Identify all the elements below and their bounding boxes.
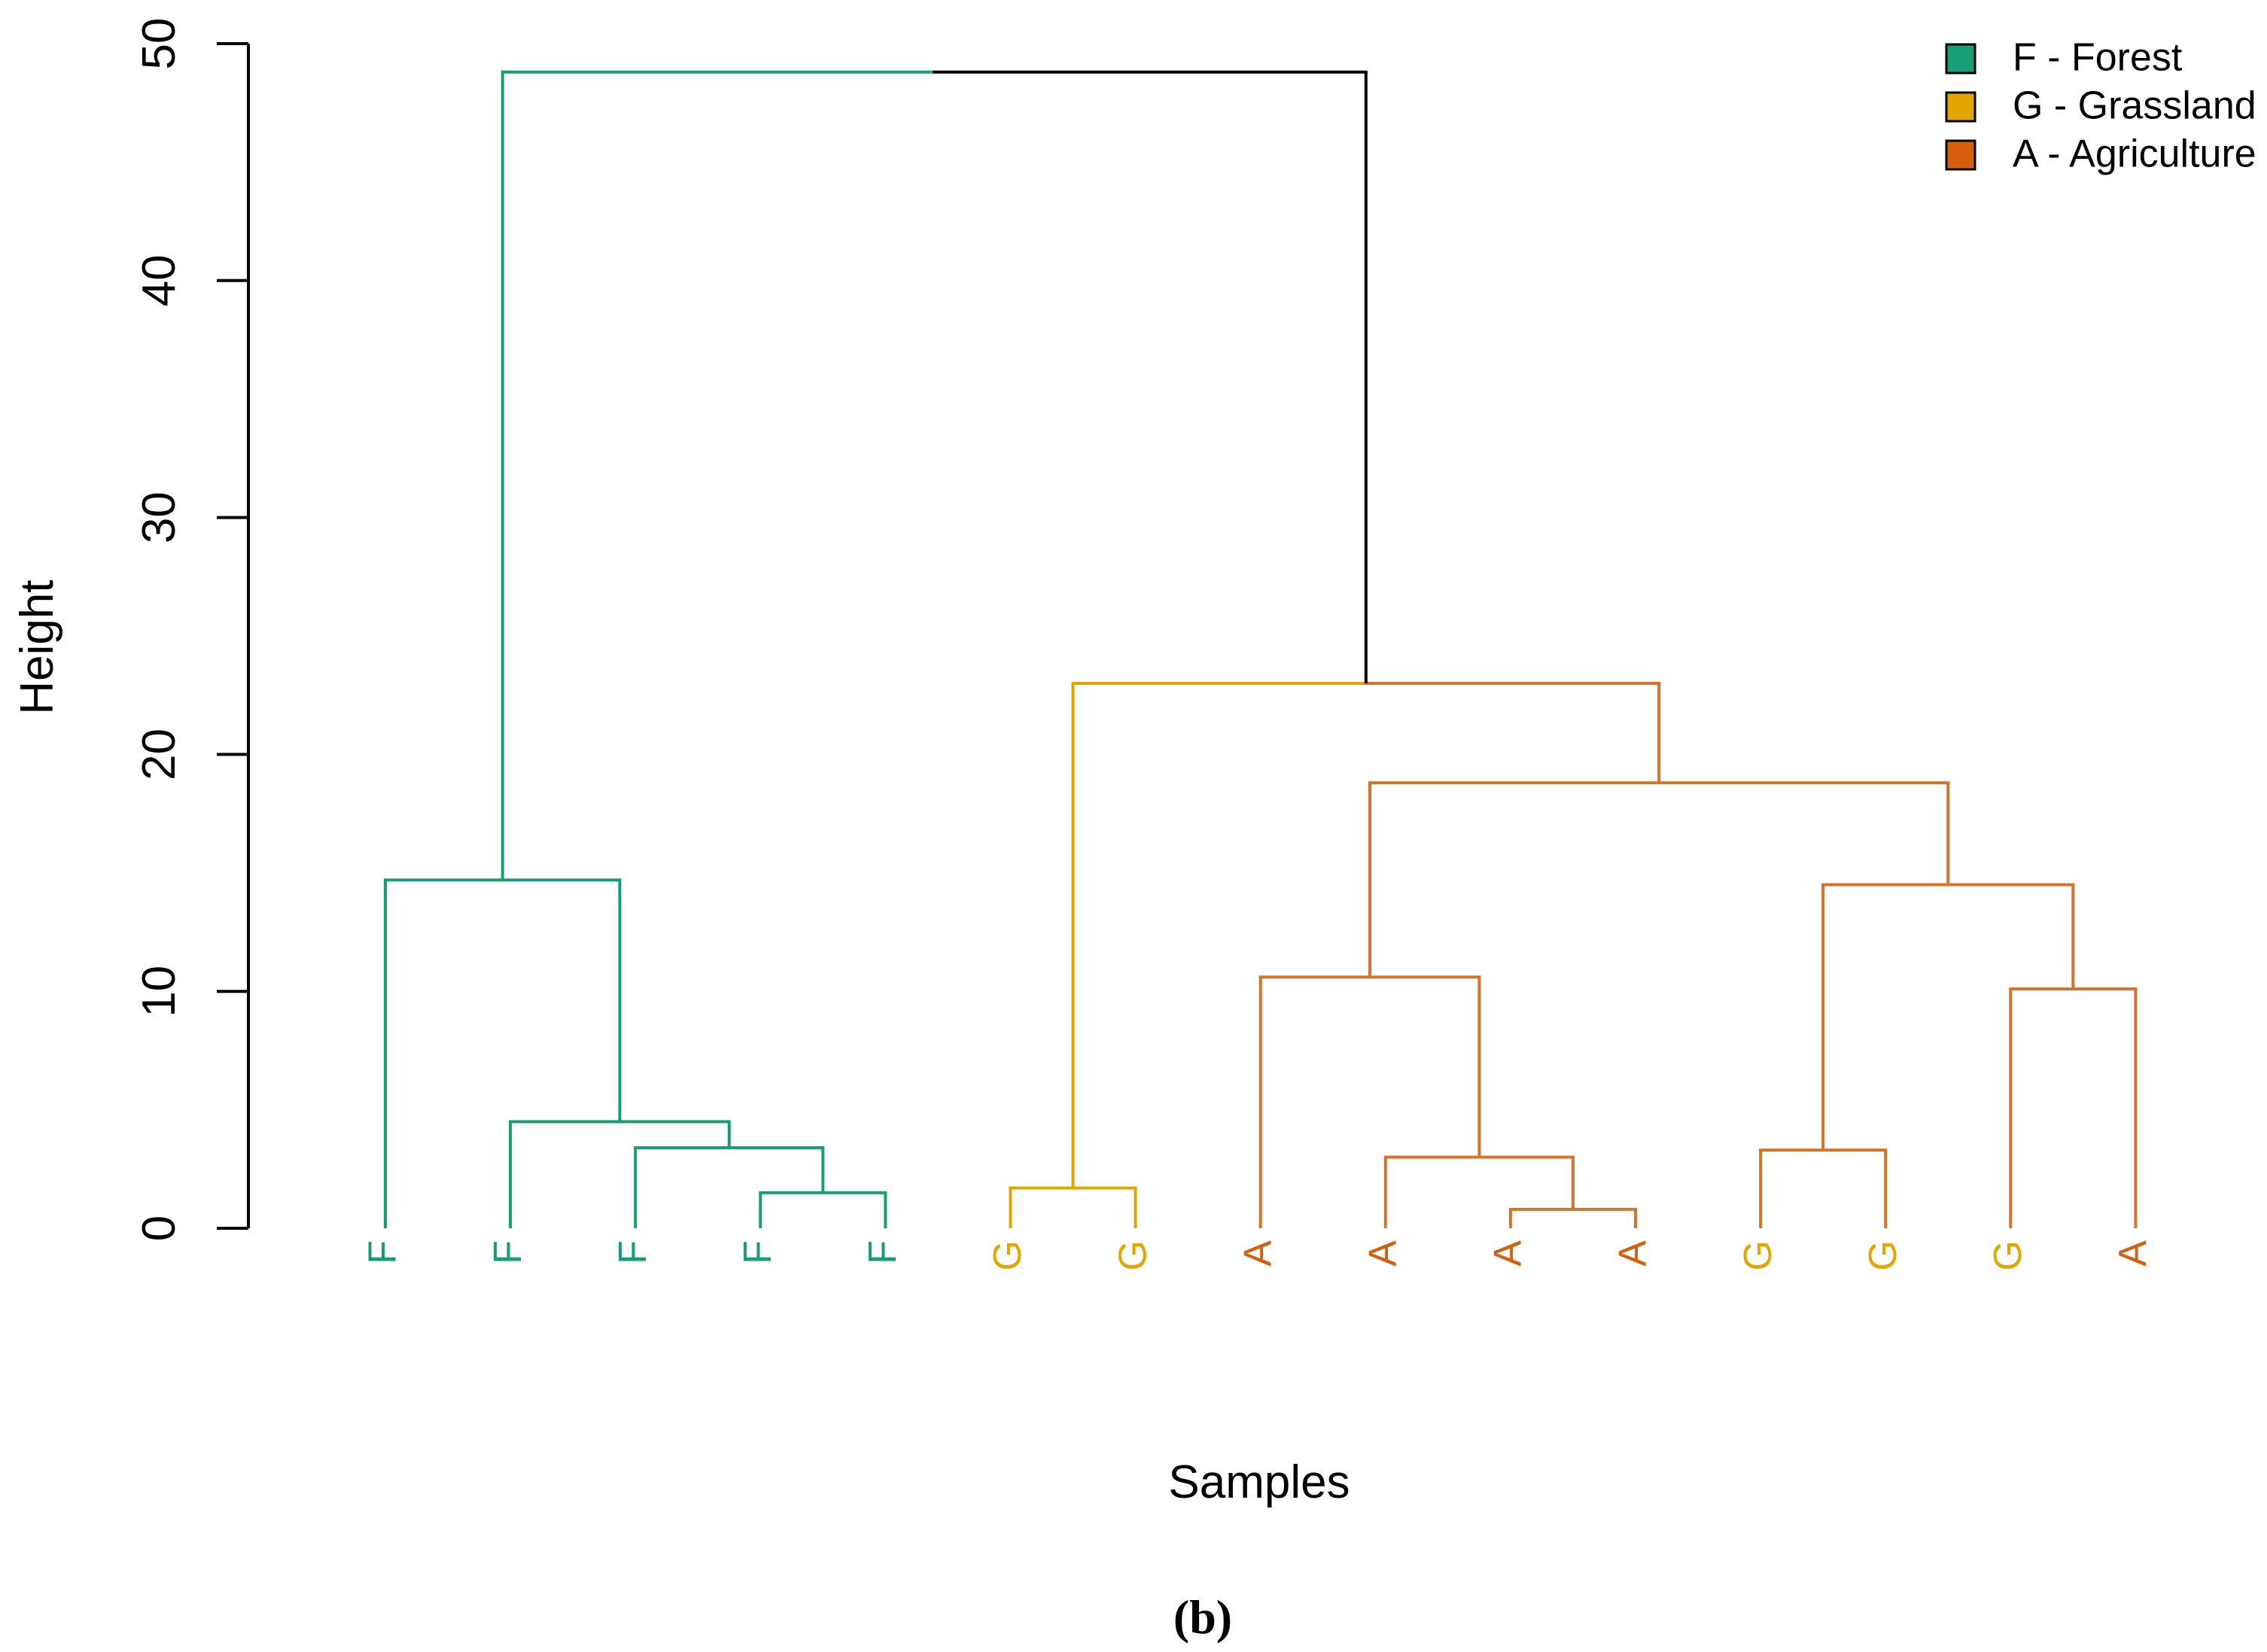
legend-swatch [1945, 91, 1976, 123]
dendrogram-merge [1821, 883, 2075, 1151]
y-axis-label: Height [11, 580, 63, 714]
figure-caption: (b) [1173, 1590, 1232, 1644]
y-tick-label: 40 [133, 254, 185, 306]
y-axis: 0 10 20 30 40 50 [133, 18, 250, 1241]
y-tick-label: 50 [133, 18, 185, 70]
leaf-label: G [1111, 1240, 1155, 1270]
legend-label: A - Agriculture [2013, 132, 2256, 176]
dendrogram-merge [1009, 1186, 1137, 1228]
leaf-label: G [1861, 1240, 1905, 1270]
dendrogram-merge [759, 1191, 887, 1228]
y-tick-label: 0 [133, 1215, 185, 1241]
dendrogram-merge [1508, 1207, 1637, 1228]
dendrogram-merge [2009, 987, 2138, 1228]
dendrogram-merge [509, 1120, 731, 1228]
dendrogram-merge [1383, 1155, 1575, 1228]
dendrogram-merge [634, 1145, 825, 1228]
legend-label: G - Grassland [2013, 84, 2256, 128]
dendrogram-branches [384, 70, 2138, 1228]
leaf-label: A [2111, 1240, 2155, 1267]
leaf-label: G [1736, 1240, 1780, 1270]
y-tick-label: 20 [133, 729, 185, 780]
legend-swatch [1945, 139, 1976, 171]
leaf-label: F [861, 1240, 905, 1264]
leaf-label: A [1611, 1240, 1655, 1267]
legend-label: F - Forest [2013, 36, 2183, 80]
y-tick-label: 10 [133, 966, 185, 1018]
leaf-label: F [736, 1240, 780, 1264]
leaf-label: G [1986, 1240, 2030, 1270]
dendrogram-merge [1258, 975, 1481, 1228]
y-tick-label: 30 [133, 491, 185, 543]
leaf-label: A [1486, 1240, 1530, 1267]
legend-swatch [1945, 43, 1976, 75]
leaf-label: F [486, 1240, 530, 1264]
leaf-label: F [361, 1240, 405, 1264]
dendrogram-merge [501, 70, 1368, 881]
dendrogram-merge [1368, 781, 1950, 978]
leaf-label: A [1362, 1240, 1405, 1267]
dendrogram-merge [1759, 1148, 1888, 1228]
leaf-label: A [1236, 1240, 1280, 1267]
dendrogram-merge [1071, 681, 1661, 1188]
leaf-label: F [611, 1240, 655, 1264]
leaf-label: G [986, 1240, 1030, 1270]
dendrogram-merge [384, 878, 622, 1228]
x-axis-label: Samples [1168, 1456, 1350, 1508]
